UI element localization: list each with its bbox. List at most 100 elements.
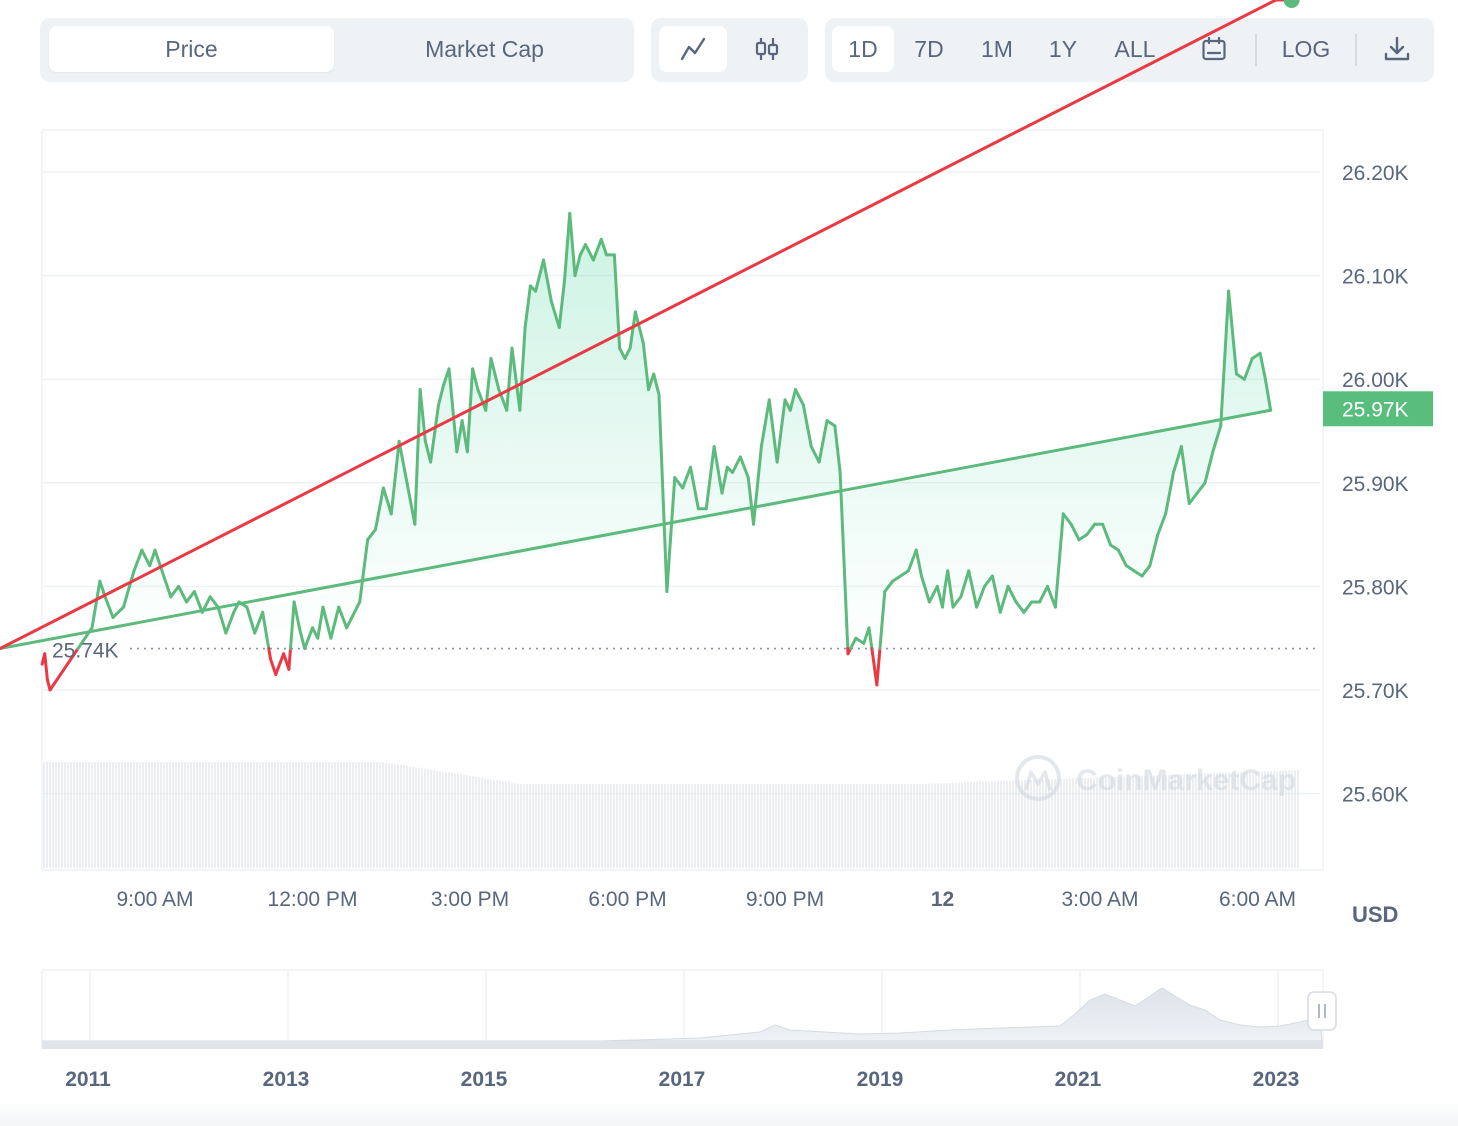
price-line-segment (549, 300, 561, 329)
price-line-segment (288, 600, 296, 651)
price-line-segment (542, 258, 553, 303)
price-line-segment (337, 605, 349, 630)
range-1y-button[interactable]: 1Y (1048, 36, 1078, 62)
price-line-segment (891, 574, 902, 583)
price-line-segment (287, 647, 292, 671)
price-line-segment (350, 600, 362, 619)
price-line-segment (224, 610, 236, 635)
price-line-segment (568, 211, 577, 278)
range-1d-button[interactable]: 1D (832, 26, 894, 72)
price-line-segment (883, 579, 895, 594)
time-navigator[interactable]: 2011 2013 2015 2017 2019 2021 2023 (41, 969, 1337, 1091)
toolbar-divider (1255, 34, 1257, 66)
price-line-segment (192, 590, 204, 614)
price-line-segment (534, 258, 545, 293)
price-line-segment (169, 584, 181, 599)
price-line-segment (148, 548, 157, 568)
line-chart-button[interactable] (659, 26, 727, 72)
x-tick-label: 6:00 PM (588, 888, 666, 911)
current-price-dot (1283, 0, 1300, 8)
price-line-segment (752, 445, 763, 526)
price-line-segment (1109, 543, 1120, 552)
tab-market-cap[interactable]: Market Cap (425, 36, 544, 62)
log-scale-button[interactable]: LOG (1281, 36, 1331, 62)
price-line-segment (878, 590, 887, 651)
price-line-segment (817, 419, 829, 464)
time-range-toolbar: 1D 7D 1M 1Y ALL LOG (825, 18, 1434, 82)
price-line-segment (849, 636, 858, 651)
price-line-segment (1258, 351, 1267, 381)
currency-label: USD (1352, 902, 1399, 927)
price-line-segment (103, 595, 115, 619)
volume-bars (43, 762, 1299, 868)
price-line-segment (557, 279, 566, 329)
price-line-segment (90, 579, 102, 630)
navigator-year-label: 2019 (857, 1068, 904, 1091)
price-line-segment (1172, 445, 1183, 474)
price-line-segment (578, 243, 587, 257)
navigator-year-label: 2017 (659, 1068, 706, 1091)
y-tick-label: 25.80K (1342, 576, 1409, 599)
price-line-segment (505, 346, 514, 412)
price-line-segment (43, 652, 49, 682)
x-tick-label: 12 (931, 888, 954, 911)
navigator-year-label: 2023 (1253, 1068, 1300, 1091)
price-chart: CoinMarketCap 25.74K 26.20K26.10K26.00K2… (0, 0, 1433, 1091)
y-axis: 26.20K 26.10K 26.00K 25.90K 25.80K 25.70K 25.6… (1342, 162, 1409, 807)
range-7d-button[interactable]: 7D (914, 36, 944, 62)
download-button[interactable] (1365, 26, 1429, 72)
price-line-segment (1061, 512, 1073, 526)
price-line-segment (329, 605, 341, 640)
price-line-segment (216, 605, 228, 635)
calendar-button[interactable] (1181, 26, 1247, 72)
price-line-segment (689, 465, 700, 511)
price-line-segment (253, 610, 265, 635)
price-line-segment (471, 367, 480, 392)
price-line-segment (759, 398, 771, 449)
watermark: CoinMarketCap (1015, 755, 1296, 801)
price-line-segment (720, 465, 729, 495)
candlestick-icon (755, 38, 779, 60)
price-line-segment (1227, 289, 1238, 376)
price-line-segment (1235, 372, 1246, 381)
price-line-segment (489, 356, 501, 392)
price-line-segment (397, 439, 409, 485)
price-line-segment (712, 445, 724, 495)
x-axis: 9:00 AM 12:00 PM 3:00 PM 6:00 PM 9:00 PM 12 3:… (116, 888, 1296, 911)
price-line-segment (1077, 533, 1089, 542)
price-line-segment (345, 615, 354, 630)
chart-type-toggle (651, 18, 808, 82)
price-line-segment (641, 341, 650, 392)
price-line-segment (657, 393, 669, 594)
price-line-segment (665, 476, 677, 594)
price-line-segment (1124, 564, 1136, 573)
range-1m-button[interactable]: 1M (981, 36, 1013, 62)
price-line-segment (825, 419, 837, 428)
price-line-segment (983, 574, 994, 588)
price-line-segment (573, 253, 582, 278)
price-line-segment (833, 424, 842, 474)
price-line-segment (366, 527, 377, 542)
price-area (42, 213, 1271, 649)
y-tick-label: 26.10K (1342, 266, 1409, 289)
price-line-segment (1046, 584, 1057, 609)
price-line-segment (775, 398, 787, 464)
candlestick-button[interactable] (733, 26, 801, 72)
price-line-segment (1101, 522, 1112, 547)
range-all-button[interactable]: ALL (1114, 36, 1156, 62)
price-line-segment (738, 455, 750, 480)
price-line-segment (510, 346, 522, 412)
watermark-text: CoinMarketCap (1076, 764, 1296, 797)
navigator-year-label: 2011 (65, 1068, 111, 1091)
price-line-segment (1263, 377, 1273, 412)
price-line-segment (1006, 584, 1018, 604)
price-line-segment (623, 346, 632, 360)
navigator-handle[interactable] (1307, 991, 1337, 1031)
y-tick-label: 25.90K (1342, 473, 1409, 496)
navigator-year-label: 2015 (461, 1068, 508, 1091)
price-line-segment (413, 388, 422, 526)
price-line-segment (303, 626, 314, 651)
price-line-segment (1164, 470, 1175, 516)
price-line-segment (794, 388, 805, 407)
tab-price[interactable]: Price (49, 26, 334, 72)
